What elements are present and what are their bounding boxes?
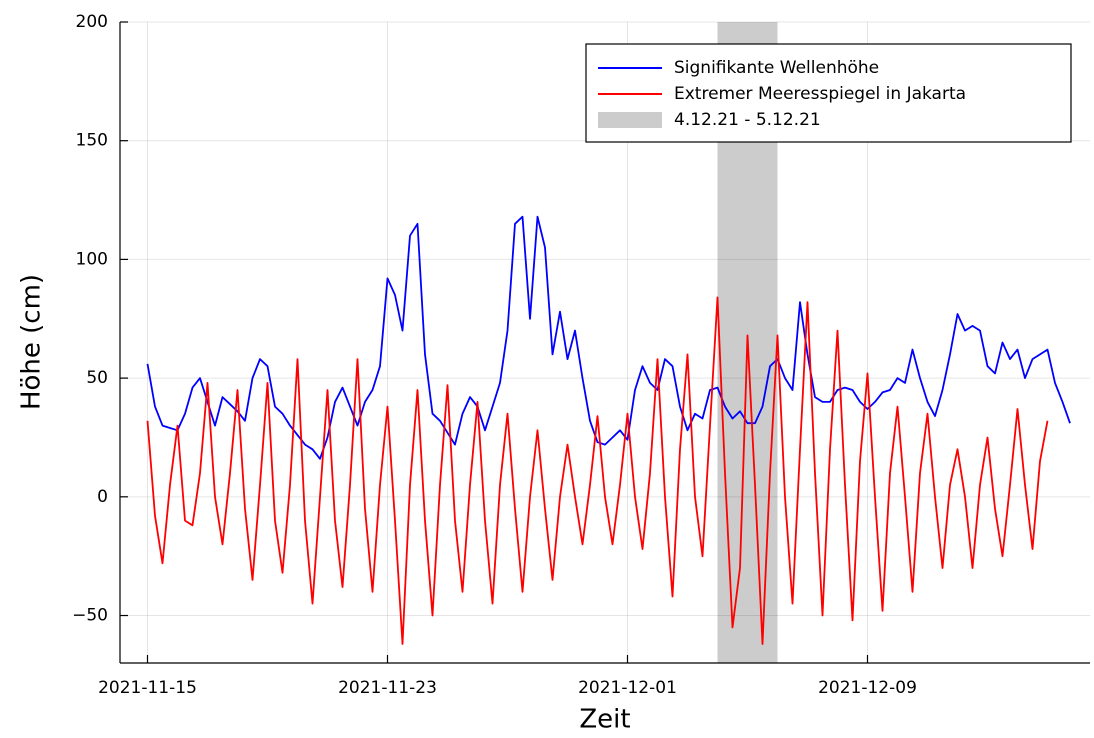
legend-label: Extremer Meeresspiegel in Jakarta xyxy=(674,84,966,104)
legend-label: Signifikante Wellenhöhe xyxy=(674,58,879,78)
x-axis-label: Zeit xyxy=(579,705,630,735)
legend-label: 4.12.21 - 5.12.21 xyxy=(674,110,821,130)
legend-box xyxy=(585,43,1072,143)
x-tick-label: 2021-12-01 xyxy=(578,678,677,698)
y-tick-label: −50 xyxy=(72,606,108,626)
x-tick-label: 2021-12-09 xyxy=(818,678,917,698)
y-tick-label: 200 xyxy=(76,12,108,32)
y-tick-label: 100 xyxy=(76,249,108,269)
y-tick-label: 150 xyxy=(76,131,108,151)
y-axis-label: Höhe (cm) xyxy=(17,274,47,410)
y-tick-label: 0 xyxy=(97,487,108,507)
series-line xyxy=(146,296,1049,645)
y-tick-label: 50 xyxy=(86,368,108,388)
series-line xyxy=(146,215,1071,460)
legend-swatch xyxy=(598,112,662,128)
x-tick-label: 2021-11-15 xyxy=(98,678,197,698)
x-tick-label: 2021-11-23 xyxy=(338,678,437,698)
